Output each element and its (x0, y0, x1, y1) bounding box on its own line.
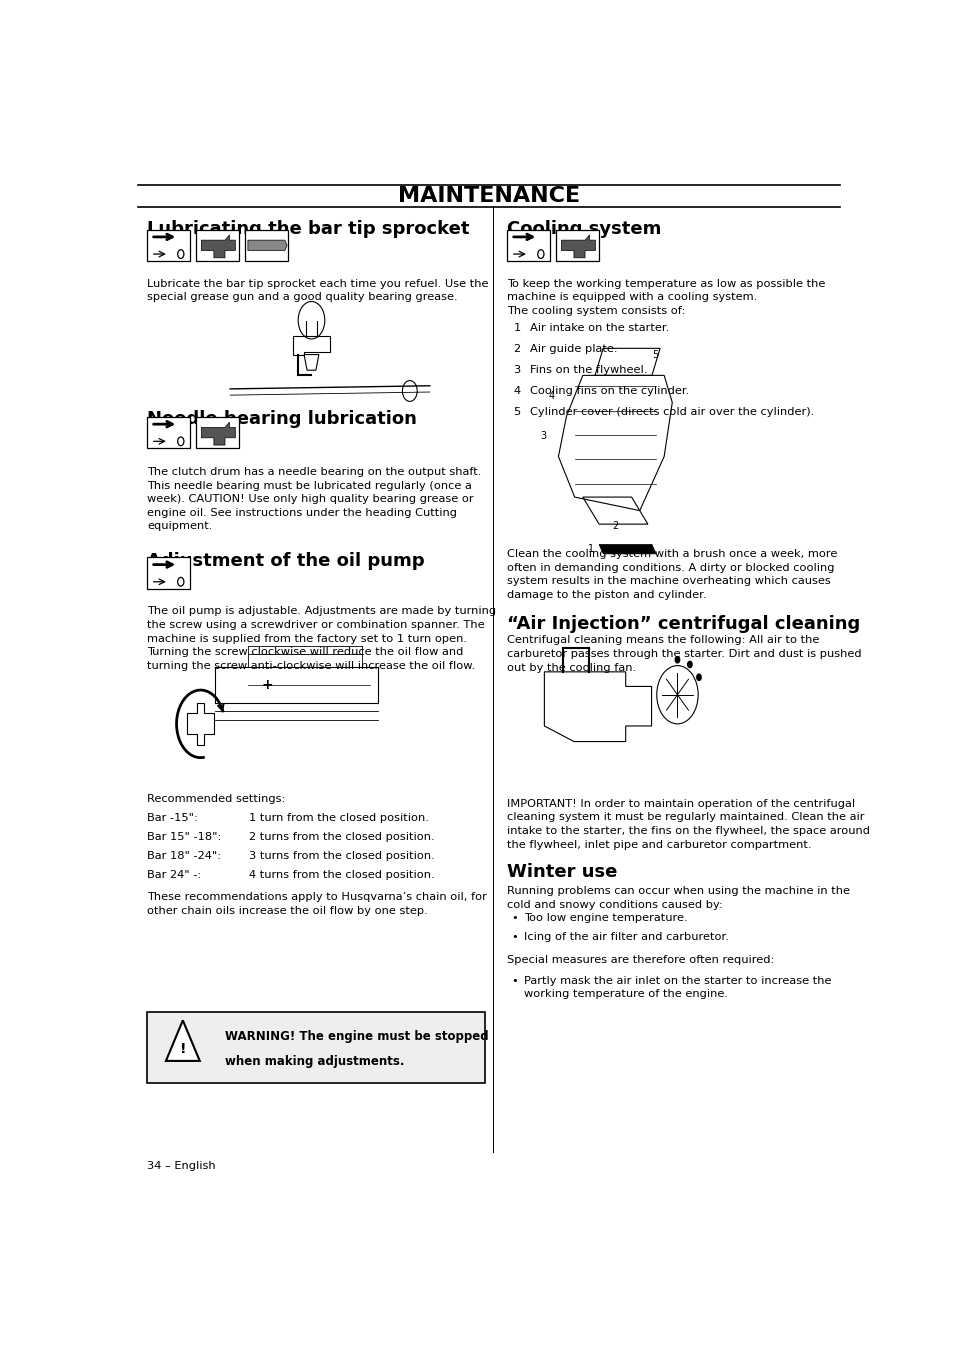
FancyBboxPatch shape (147, 1012, 485, 1082)
Text: 3: 3 (539, 431, 546, 442)
Text: 4 turns from the closed position.: 4 turns from the closed position. (249, 870, 434, 880)
Text: Winter use: Winter use (507, 863, 618, 881)
Text: Centrifugal cleaning means the following: All air to the
carburetor passes throu: Centrifugal cleaning means the following… (507, 635, 862, 673)
Text: 34 – English: 34 – English (147, 1161, 215, 1171)
Circle shape (675, 657, 679, 663)
Text: Bar 15" -18":: Bar 15" -18": (147, 832, 221, 842)
FancyBboxPatch shape (556, 230, 598, 261)
Text: 3: 3 (513, 365, 520, 376)
Text: 5: 5 (513, 407, 520, 416)
Text: Too low engine temperature.: Too low engine temperature. (523, 913, 686, 923)
Text: The oil pump is adjustable. Adjustments are made by turning
the screw using a sc: The oil pump is adjustable. Adjustments … (147, 607, 496, 670)
Text: Air guide plate.: Air guide plate. (529, 345, 617, 354)
Polygon shape (166, 1020, 199, 1061)
Text: Special measures are therefore often required:: Special measures are therefore often req… (507, 955, 774, 965)
Text: Bar 24" -:: Bar 24" -: (147, 870, 201, 880)
Text: •: • (511, 913, 517, 923)
Text: The clutch drum has a needle bearing on the output shaft.
This needle bearing mu: The clutch drum has a needle bearing on … (147, 467, 481, 531)
Text: 1 turn from the closed position.: 1 turn from the closed position. (249, 813, 428, 823)
Text: 2: 2 (612, 521, 618, 531)
Polygon shape (598, 544, 656, 554)
Text: WARNING! The engine must be stopped: WARNING! The engine must be stopped (225, 1031, 488, 1043)
Text: Running problems can occur when using the machine in the
cold and snowy conditio: Running problems can occur when using th… (507, 886, 849, 909)
Polygon shape (201, 235, 235, 258)
FancyBboxPatch shape (147, 558, 190, 589)
Circle shape (687, 662, 691, 667)
Text: The cooling system consists of:: The cooling system consists of: (507, 305, 685, 316)
FancyBboxPatch shape (147, 417, 190, 449)
Polygon shape (560, 235, 595, 258)
Text: Cooling fins on the cylinder.: Cooling fins on the cylinder. (529, 386, 688, 396)
Text: IMPORTANT! In order to maintain operation of the centrifugal
cleaning system it : IMPORTANT! In order to maintain operatio… (507, 798, 869, 850)
FancyBboxPatch shape (245, 230, 288, 261)
Text: These recommendations apply to Husqvarna’s chain oil, for
other chain oils incre: These recommendations apply to Husqvarna… (147, 893, 487, 916)
FancyBboxPatch shape (507, 230, 550, 261)
Text: Lubricating the bar tip sprocket: Lubricating the bar tip sprocket (147, 220, 470, 238)
Text: Fins on the flywheel.: Fins on the flywheel. (529, 365, 646, 376)
Text: Lubricate the bar tip sprocket each time you refuel. Use the
special grease gun : Lubricate the bar tip sprocket each time… (147, 278, 488, 303)
Text: 2 turns from the closed position.: 2 turns from the closed position. (249, 832, 434, 842)
Text: MAINTENANCE: MAINTENANCE (397, 186, 579, 207)
Text: when making adjustments.: when making adjustments. (225, 1055, 404, 1069)
FancyBboxPatch shape (196, 417, 239, 449)
FancyBboxPatch shape (147, 230, 190, 261)
Text: •: • (511, 975, 517, 986)
Text: Cylinder cover (directs cold air over the cylinder).: Cylinder cover (directs cold air over th… (529, 407, 813, 416)
Text: +: + (261, 678, 273, 692)
Text: To keep the working temperature as low as possible the
machine is equipped with : To keep the working temperature as low a… (507, 278, 825, 303)
Polygon shape (201, 422, 235, 444)
Text: Needle bearing lubrication: Needle bearing lubrication (147, 409, 416, 428)
Text: Icing of the air filter and carburetor.: Icing of the air filter and carburetor. (523, 932, 728, 942)
Text: 1: 1 (587, 544, 594, 554)
Text: !: ! (179, 1042, 186, 1055)
Text: 4: 4 (513, 386, 520, 396)
Text: 4: 4 (548, 390, 554, 401)
Text: Air intake on the starter.: Air intake on the starter. (529, 323, 668, 334)
Text: Partly mask the air inlet on the starter to increase the
working temperature of : Partly mask the air inlet on the starter… (523, 975, 830, 1000)
Text: Clean the cooling system with a brush once a week, more
often in demanding condi: Clean the cooling system with a brush on… (507, 549, 837, 600)
Text: Recommended settings:: Recommended settings: (147, 793, 285, 804)
Text: 3 turns from the closed position.: 3 turns from the closed position. (249, 851, 434, 861)
Polygon shape (248, 240, 287, 250)
Text: Adjustment of the oil pump: Adjustment of the oil pump (147, 553, 424, 570)
FancyBboxPatch shape (196, 230, 239, 261)
Text: Cooling system: Cooling system (507, 220, 661, 238)
Text: 1: 1 (513, 323, 520, 334)
Text: Bar 18" -24":: Bar 18" -24": (147, 851, 221, 861)
Circle shape (696, 674, 700, 681)
Text: Bar -15":: Bar -15": (147, 813, 198, 823)
Text: •: • (511, 932, 517, 942)
Text: 5: 5 (651, 350, 658, 361)
Text: 2: 2 (513, 345, 520, 354)
Text: “Air Injection” centrifugal cleaning: “Air Injection” centrifugal cleaning (507, 615, 860, 632)
